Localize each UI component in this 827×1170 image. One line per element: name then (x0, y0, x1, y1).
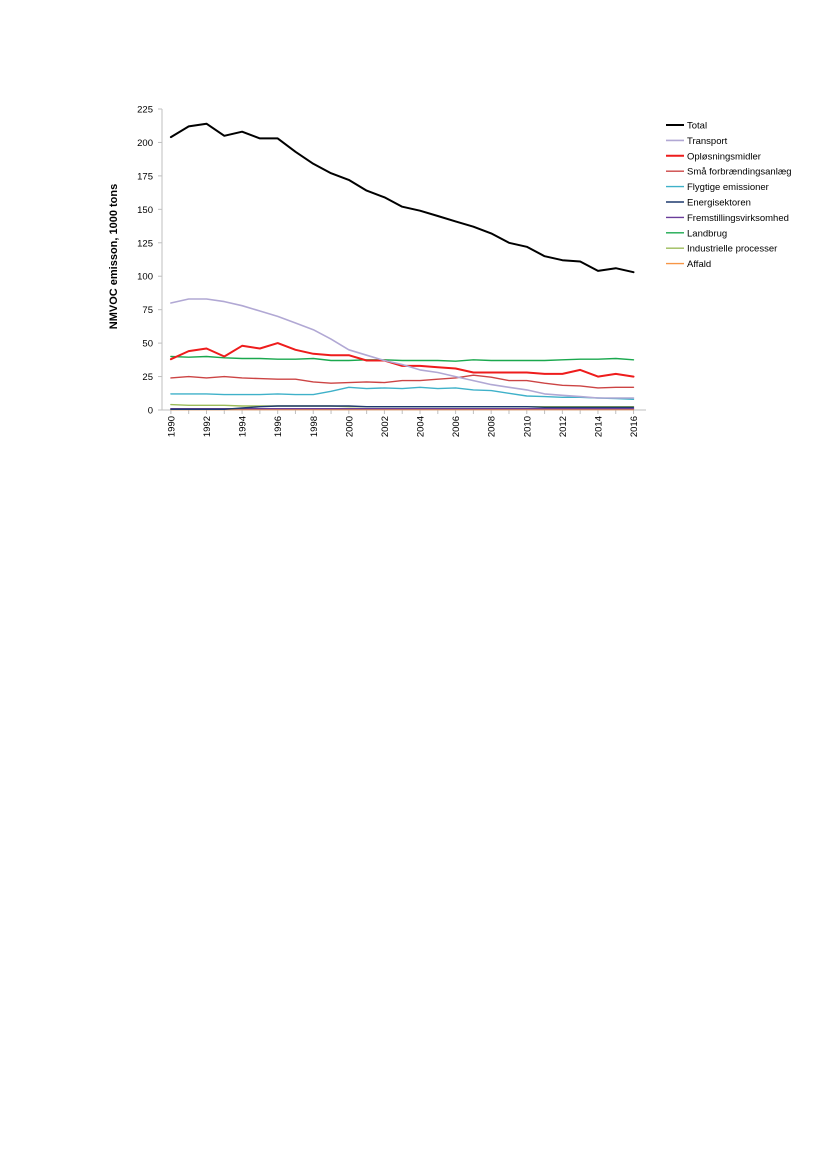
y-tick-label: 200 (137, 138, 153, 149)
x-tick-label: 2008 (487, 416, 498, 437)
series-line-sm-forbr-ndingsanl-g (170, 374, 635, 389)
x-axis: 1990 1992 1994 1996 1998 2000 2002 2004 2006 2008… (162, 409, 646, 437)
series-line-energisektoren (170, 405, 635, 410)
series-line-flygtige-emissioner (170, 386, 635, 400)
y-axis-label: NMVOC emisson, 1000 tons (108, 184, 120, 330)
x-tick-label: 2014 (593, 416, 604, 437)
y-tick-label: 25 (142, 372, 153, 383)
y-tick-label: 75 (142, 305, 153, 316)
series-lines (169, 122, 635, 411)
x-tick-label: 1994 (238, 416, 249, 437)
x-tick-label: 1992 (202, 416, 213, 437)
y-axis: 0 25 50 75 100 125 150 175 200 225 (137, 105, 163, 417)
legend: Total Transport Opløsningsmidler Små forbræ… (666, 121, 792, 270)
y-tick-label: 100 (137, 272, 153, 283)
legend-label: Fremstillingsvirksomhed (687, 213, 789, 224)
x-tick-label: 2016 (629, 416, 640, 437)
legend-label: Små forbrændingsanlæg (687, 167, 792, 178)
x-tick-label: 2012 (558, 416, 569, 437)
legend-label: Transport (687, 136, 728, 147)
y-tick-label: 175 (137, 171, 153, 182)
x-tick-label: 2010 (522, 416, 533, 437)
y-tick-label: 225 (137, 105, 153, 116)
legend-label: Affald (687, 259, 711, 270)
series-line-opl-sningsmidler (169, 342, 635, 378)
x-tick-label: 1990 (166, 416, 177, 437)
legend-label: Total (687, 121, 707, 132)
legend-label: Landbrug (687, 228, 727, 239)
y-tick-label: 150 (137, 205, 153, 216)
legend-label: Flygtige emissioner (687, 182, 769, 193)
legend-label: Industrielle processer (687, 244, 777, 255)
x-tick-label: 1998 (309, 416, 320, 437)
x-tick-label: 2004 (416, 416, 427, 437)
x-tick-label: 2006 (451, 416, 462, 437)
x-tick-label: 2000 (344, 416, 355, 437)
x-tick-label: 1996 (273, 416, 284, 437)
series-line-transport (170, 298, 635, 399)
series-line-landbrug (170, 355, 635, 362)
legend-label: Energisektoren (687, 198, 751, 209)
nmvoc-emission-chart: 0 25 50 75 100 125 150 175 200 225 1990 1992 1994 19… (0, 0, 827, 470)
y-tick-label: 125 (137, 238, 153, 249)
x-tick-label: 2002 (380, 416, 391, 437)
y-tick-label: 0 (148, 406, 153, 417)
y-tick-label: 50 (142, 339, 153, 350)
series-line-total (169, 122, 635, 274)
legend-label: Opløsningsmidler (687, 151, 761, 162)
